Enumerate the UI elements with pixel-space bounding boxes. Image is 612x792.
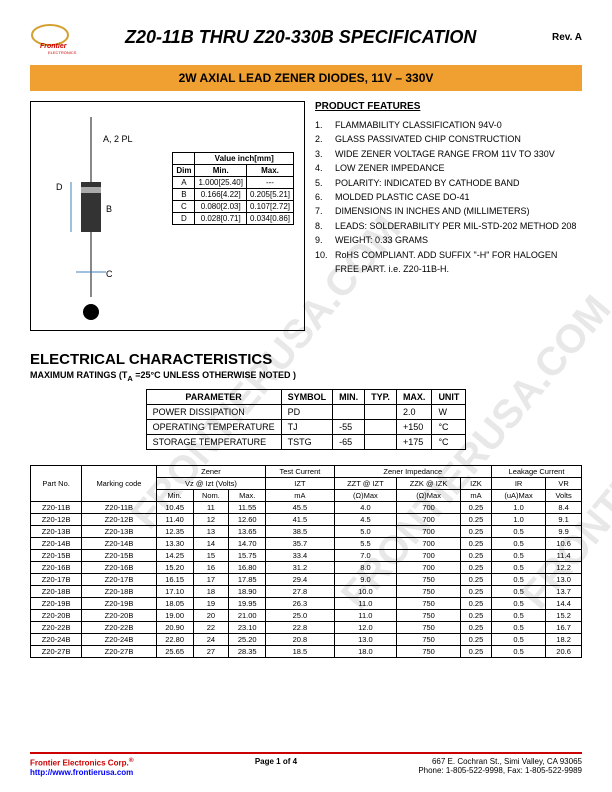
table-row: Z20-27BZ20-27B25.652728.3518.518.07500.2…	[31, 645, 582, 657]
logo: Frontier ELECTRONICS	[30, 20, 110, 55]
feature-item: DIMENSIONS IN INCHES AND (MILLIMETERS)	[335, 204, 582, 218]
banner: 2W AXIAL LEAD ZENER DIODES, 11V – 330V	[30, 65, 582, 91]
svg-text:B: B	[106, 204, 112, 214]
footer-link[interactable]: http://www.frontierusa.com	[30, 768, 133, 777]
svg-text:A, 2 PL: A, 2 PL	[103, 134, 133, 144]
section-title: ELECTRICAL CHARACTERISTICS	[30, 351, 582, 368]
table-row: Z20-13BZ20-13B12.351313.6538.55.07000.25…	[31, 525, 582, 537]
feature-item: LOW ZENER IMPEDANCE	[335, 161, 582, 175]
main-table: Part No. Marking code Zener Test Current…	[30, 465, 582, 658]
feature-item: FLAMMABILITY CLASSIFICATION 94V-0	[335, 118, 582, 132]
table-row: Z20-19BZ20-19B18.051919.9526.311.07500.2…	[31, 597, 582, 609]
feature-item: WEIGHT: 0.33 GRAMS	[335, 233, 582, 247]
table-row: Z20-24BZ20-24B22.802425.2020.813.07500.2…	[31, 633, 582, 645]
table-row: Z20-12BZ20-12B11.401212.6041.54.57000.25…	[31, 513, 582, 525]
footer-page: Page 1 of 4	[255, 757, 297, 777]
diode-diagram: A, 2 PL D B C	[41, 112, 141, 322]
feature-item: MOLDED PLASTIC CASE DO-41	[335, 190, 582, 204]
table-row: Z20-16BZ20-16B15.201616.8031.28.07000.25…	[31, 561, 582, 573]
features-list: FLAMMABILITY CLASSIFICATION 94V-0GLASS P…	[315, 118, 582, 276]
dimension-table: Value inch[mm] DimMin.Max. A1.000[25.40]…	[172, 152, 294, 225]
footer-address: 667 E. Cochran St., Simi Valley, CA 9306…	[418, 757, 582, 777]
features-title: PRODUCT FEATURES	[315, 101, 582, 112]
diagram-box: A, 2 PL D B C Value inch[mm] DimMin.Max.…	[30, 101, 305, 331]
features-box: PRODUCT FEATURES FLAMMABILITY CLASSIFICA…	[315, 101, 582, 331]
table-row: Z20-22BZ20-22B20.902223.1022.812.07500.2…	[31, 621, 582, 633]
svg-text:D: D	[56, 182, 63, 192]
page-title: Z20-11B THRU Z20-330B SPECIFICATION	[125, 27, 537, 48]
revision: Rev. A	[552, 32, 582, 43]
header: Frontier ELECTRONICS Z20-11B THRU Z20-33…	[30, 20, 582, 55]
footer-company: Frontier Electronics Corp.® http://www.f…	[30, 757, 134, 777]
svg-text:ELECTRONICS: ELECTRONICS	[48, 50, 77, 55]
svg-text:Frontier: Frontier	[40, 43, 68, 50]
table-row: Z20-17BZ20-17B16.151717.8529.49.07500.25…	[31, 573, 582, 585]
feature-item: RoHS COMPLIANT. ADD SUFFIX "-H" FOR HALO…	[335, 248, 582, 277]
feature-item: GLASS PASSIVATED CHIP CONSTRUCTION	[335, 132, 582, 146]
svg-text:C: C	[106, 269, 113, 279]
table-row: Z20-11BZ20-11B10.451111.5545.54.07000.25…	[31, 501, 582, 513]
feature-item: WIDE ZENER VOLTAGE RANGE FROM 11V TO 330…	[335, 147, 582, 161]
feature-item: POLARITY: INDICATED BY CATHODE BAND	[335, 176, 582, 190]
ratings-table: PARAMETERSYMBOLMIN.TYP.MAX.UNIT POWER DI…	[146, 389, 467, 450]
footer: Frontier Electronics Corp.® http://www.f…	[30, 752, 582, 777]
table-row: Z20-18BZ20-18B17.101818.9027.810.07500.2…	[31, 585, 582, 597]
section-subtitle: MAXIMUM RATINGS (TA =25°C UNLESS OTHERWI…	[30, 370, 582, 383]
table-row: Z20-14BZ20-14B13.301414.7035.75.57000.25…	[31, 537, 582, 549]
table-row: Z20-20BZ20-20B19.002021.0025.011.07500.2…	[31, 609, 582, 621]
table-row: Z20-15BZ20-15B14.251515.7533.47.07000.25…	[31, 549, 582, 561]
feature-item: LEADS: SOLDERABILITY PER MIL-STD-202 MET…	[335, 219, 582, 233]
